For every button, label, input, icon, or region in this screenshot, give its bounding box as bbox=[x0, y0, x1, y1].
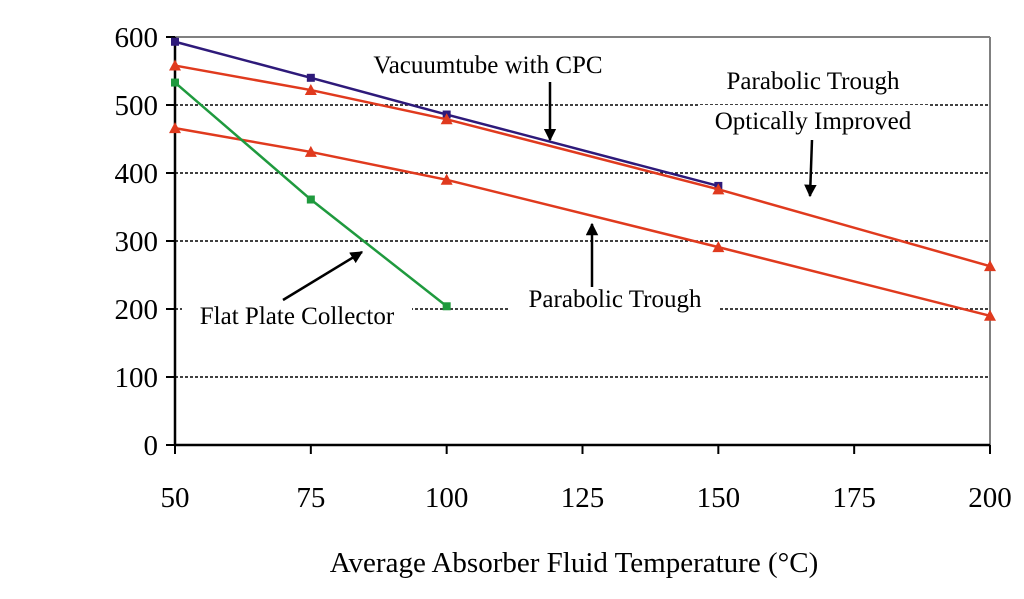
y-tick-label: 500 bbox=[115, 90, 159, 122]
annotation-label: Vacuumtube with CPC bbox=[373, 52, 602, 79]
data-point bbox=[306, 73, 315, 82]
x-tick-label: 200 bbox=[968, 482, 1012, 514]
x-tick-label: 125 bbox=[561, 482, 605, 514]
data-point bbox=[169, 59, 181, 71]
annotation-label: Parabolic Trough bbox=[727, 68, 900, 95]
y-tick-label: 0 bbox=[144, 430, 159, 462]
annotations: Vacuumtube with CPC Parabolic Trough Optic… bbox=[182, 49, 928, 332]
data-point bbox=[306, 195, 315, 204]
annotation: Vacuumtube with CPC bbox=[355, 49, 621, 142]
annotation-label: Optically Improved bbox=[715, 108, 912, 135]
data-point bbox=[712, 241, 725, 253]
data-point bbox=[171, 37, 179, 46]
y-tick-label: 200 bbox=[115, 294, 159, 326]
series-flat-plate-collector bbox=[171, 78, 451, 311]
data-point bbox=[984, 260, 996, 272]
data-point bbox=[442, 302, 451, 311]
series-line bbox=[174, 81, 448, 308]
annotation: Flat Plate Collector bbox=[182, 250, 412, 332]
data-point bbox=[304, 84, 317, 96]
annotation-arrow bbox=[804, 139, 817, 198]
annotation-background bbox=[698, 105, 928, 137]
annotation: Parabolic Trough bbox=[510, 222, 720, 315]
annotation-background bbox=[698, 65, 928, 97]
annotation-arrow bbox=[282, 250, 364, 302]
y-tick-label: 300 bbox=[115, 226, 159, 258]
series-group bbox=[169, 37, 996, 321]
data-point bbox=[171, 78, 179, 87]
x-tick-label: 75 bbox=[296, 482, 325, 514]
annotation-label: Parabolic Trough bbox=[529, 286, 702, 313]
annotation-background bbox=[510, 283, 720, 315]
gridlines bbox=[175, 104, 990, 378]
y-tick-label: 600 bbox=[115, 22, 159, 54]
data-point bbox=[440, 113, 453, 125]
y-tick-label: 400 bbox=[115, 158, 159, 190]
series-parabolic-trough bbox=[169, 122, 996, 321]
annotation-label: Flat Plate Collector bbox=[200, 303, 395, 330]
data-point bbox=[304, 145, 317, 157]
series-line bbox=[174, 40, 719, 188]
x-tick-label: 150 bbox=[697, 482, 741, 514]
annotation-background bbox=[355, 49, 621, 81]
annotation-background bbox=[182, 300, 412, 332]
x-axis-label: Average Absorber Fluid Temperature (°C) bbox=[330, 547, 818, 579]
x-tick-label: 175 bbox=[832, 482, 876, 514]
series-parabolic-trough-optically-improved bbox=[169, 59, 996, 272]
x-tick-label: 100 bbox=[425, 482, 469, 514]
y-tick-label: 100 bbox=[115, 362, 159, 394]
data-point bbox=[169, 122, 181, 134]
data-point bbox=[712, 183, 725, 195]
data-point bbox=[440, 173, 453, 185]
axes: 0 100 200 300 400 500 600 50 75 100 125 150 175 200 bbox=[115, 22, 1012, 514]
annotation: Parabolic Trough Optically Improved bbox=[698, 65, 928, 198]
x-tick-label: 50 bbox=[161, 482, 190, 514]
data-point bbox=[984, 309, 996, 321]
